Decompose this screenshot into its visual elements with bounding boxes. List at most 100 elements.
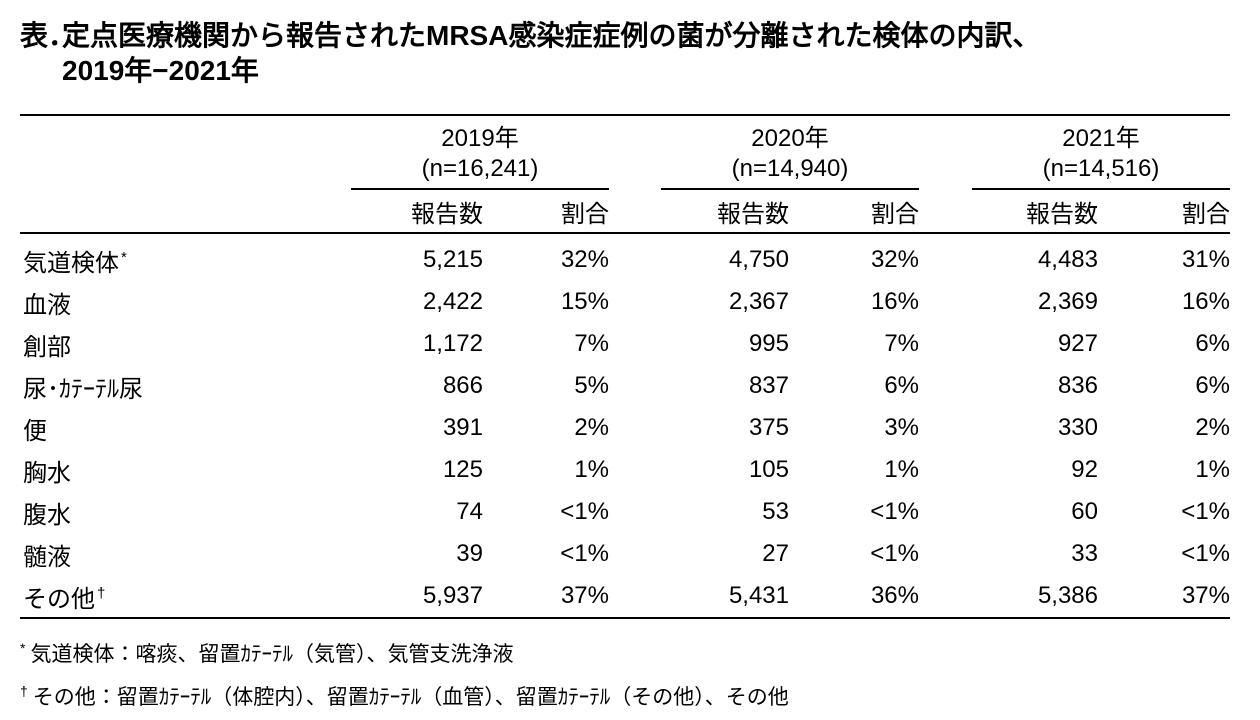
table-title: 表． 定点医療機関から報告されたMRSA感染症症例の菌が分離された検体の内訳、 … bbox=[20, 18, 1260, 88]
cell-share-2021: 6% bbox=[1195, 372, 1230, 399]
row-label: 血液 bbox=[23, 291, 71, 319]
cell-count-2021: 33 bbox=[1071, 540, 1098, 567]
subheader-count-2021: 報告数 bbox=[919, 190, 1098, 234]
row-label: 気道検体 bbox=[23, 249, 119, 277]
cell-share-2020: <1% bbox=[870, 498, 919, 525]
n-label-2021: (n=14,516) bbox=[1042, 155, 1160, 182]
cell-count-2019: 866 bbox=[442, 372, 483, 399]
footnote-airway: * 気道検体：喀痰、留置ｶﾃｰﾃﾙ（気管）、気管支洗浄液 bbox=[20, 641, 1260, 669]
subheader-count-2020: 報告数 bbox=[609, 190, 789, 234]
cell-share-2021: 16% bbox=[1181, 288, 1230, 315]
cell-share-2019: 5% bbox=[574, 372, 609, 399]
cell-count-2019: 5,937 bbox=[345, 575, 483, 619]
cell-count-2019: 1,172 bbox=[422, 330, 483, 357]
row-label: 髄液 bbox=[23, 543, 71, 571]
year-group-2021: 2021年 (n=14,516) bbox=[919, 115, 1230, 190]
cell-share-2020: 36% bbox=[789, 575, 919, 619]
cell-count-2019: 2,422 bbox=[422, 288, 483, 315]
year-group-2020: 2020年 (n=14,940) bbox=[609, 115, 919, 190]
dagger-marker: † bbox=[20, 683, 28, 699]
cell-count-2019: 125 bbox=[442, 456, 483, 483]
table-row-stool: 便 391 2% 375 3% 330 2% bbox=[20, 407, 1230, 449]
n-label-2020: (n=14,940) bbox=[731, 155, 849, 182]
cell-share-2019: 1% bbox=[574, 456, 609, 483]
table-row-wound: 創部 1,172 7% 995 7% 927 6% bbox=[20, 323, 1230, 365]
subheader-share-2019: 割合 bbox=[483, 190, 609, 234]
n-label-2019: (n=16,241) bbox=[421, 155, 539, 182]
table-title-line1: 定点医療機関から報告されたMRSA感染症症例の菌が分離された検体の内訳、 bbox=[62, 20, 1041, 51]
cell-count-2020: 995 bbox=[748, 330, 789, 357]
cell-share-2019: 15% bbox=[560, 288, 609, 315]
subheader-count-2019: 報告数 bbox=[345, 190, 483, 234]
table-row-urine: 尿･ｶﾃｰﾃﾙ尿 866 5% 837 6% 836 6% bbox=[20, 365, 1230, 407]
subheader-share-2021: 割合 bbox=[1098, 190, 1230, 234]
cell-count-2021: 5,386 bbox=[919, 575, 1098, 619]
cell-count-2019: 39 bbox=[456, 540, 483, 567]
cell-share-2019: <1% bbox=[560, 540, 609, 567]
row-label: 胸水 bbox=[23, 459, 71, 487]
footnotes: * 気道検体：喀痰、留置ｶﾃｰﾃﾙ（気管）、気管支洗浄液 † その他：留置ｶﾃｰﾃﾙ… bbox=[20, 641, 1260, 712]
cell-count-2020: 2,367 bbox=[728, 288, 789, 315]
cell-count-2019: 391 bbox=[442, 414, 483, 441]
cell-share-2020: 7% bbox=[884, 330, 919, 357]
subheader-row: 報告数 割合 報告数 割合 報告数 割合 bbox=[20, 190, 1230, 234]
cell-share-2021: <1% bbox=[1181, 498, 1230, 525]
cell-share-2020: <1% bbox=[870, 540, 919, 567]
subheader-share-2020: 割合 bbox=[789, 190, 919, 234]
table-row-other: その他 † 5,937 37% 5,431 36% 5,386 37% bbox=[20, 575, 1230, 619]
cell-share-2020: 16% bbox=[870, 288, 919, 315]
cell-share-2019: <1% bbox=[560, 498, 609, 525]
row-label: 創部 bbox=[23, 333, 71, 361]
cell-count-2020: 105 bbox=[748, 456, 789, 483]
year-header-row: 2019年 (n=16,241) 2020年 (n=14,940) 2021年 … bbox=[20, 115, 1230, 190]
cell-share-2019: 2% bbox=[574, 414, 609, 441]
cell-share-2020: 3% bbox=[884, 414, 919, 441]
cell-count-2019: 74 bbox=[456, 498, 483, 525]
cell-share-2021: 37% bbox=[1098, 575, 1230, 619]
cell-share-2019: 7% bbox=[574, 330, 609, 357]
year-label-2019: 2019年 bbox=[441, 125, 519, 152]
footnote-text: その他：留置ｶﾃｰﾃﾙ（体腔内）、留置ｶﾃｰﾃﾙ（血管）、留置ｶﾃｰﾃﾙ（その他… bbox=[32, 686, 789, 709]
asterisk-marker: * bbox=[20, 640, 26, 656]
cell-count-2021: 836 bbox=[1057, 372, 1098, 399]
cell-share-2021: 6% bbox=[1195, 330, 1230, 357]
table-row-blood: 血液 2,422 15% 2,367 16% 2,369 16% bbox=[20, 281, 1230, 323]
footnote-text: 気道検体：喀痰、留置ｶﾃｰﾃﾙ（気管）、気管支洗浄液 bbox=[30, 643, 514, 666]
cell-share-2021: <1% bbox=[1181, 540, 1230, 567]
year-label-2020: 2020年 bbox=[751, 125, 829, 152]
cell-count-2020: 375 bbox=[748, 414, 789, 441]
cell-count-2020: 27 bbox=[762, 540, 789, 567]
cell-share-2021: 2% bbox=[1195, 414, 1230, 441]
cell-share-2019: 37% bbox=[483, 575, 609, 619]
row-label: その他 bbox=[23, 585, 95, 613]
row-label: 腹水 bbox=[23, 501, 71, 529]
table-row-pleural-fluid: 胸水 125 1% 105 1% 92 1% bbox=[20, 449, 1230, 491]
table-row-spinal-fluid: 髄液 39 <1% 27 <1% 33 <1% bbox=[20, 533, 1230, 575]
cell-count-2021: 2,369 bbox=[1037, 288, 1098, 315]
year-label-2021: 2021年 bbox=[1062, 125, 1140, 152]
cell-count-2019: 5,215 bbox=[422, 246, 483, 273]
cell-count-2021: 60 bbox=[1071, 498, 1098, 525]
cell-count-2021: 4,483 bbox=[1037, 246, 1098, 273]
cell-share-2021: 31% bbox=[1181, 246, 1230, 273]
corner-blank-cell bbox=[20, 115, 345, 190]
table-title-prefix: 表． bbox=[20, 20, 77, 51]
cell-share-2021: 1% bbox=[1195, 456, 1230, 483]
table-title-line2: 2019年−2021年 bbox=[62, 55, 259, 86]
asterisk-marker: * bbox=[121, 248, 127, 266]
cell-count-2021: 92 bbox=[1071, 456, 1098, 483]
cell-count-2020: 4,750 bbox=[728, 246, 789, 273]
cell-count-2020: 53 bbox=[762, 498, 789, 525]
cell-share-2020: 6% bbox=[884, 372, 919, 399]
year-group-2019: 2019年 (n=16,241) bbox=[345, 115, 609, 190]
table-title-text: 定点医療機関から報告されたMRSA感染症症例の菌が分離された検体の内訳、 201… bbox=[62, 18, 1040, 88]
specimen-breakdown-table: 2019年 (n=16,241) 2020年 (n=14,940) 2021年 … bbox=[20, 114, 1230, 619]
dagger-marker: † bbox=[97, 584, 106, 602]
row-label: 便 bbox=[23, 417, 47, 445]
cell-count-2020: 837 bbox=[748, 372, 789, 399]
cell-share-2020: 32% bbox=[870, 246, 919, 273]
table-row-airway: 気道検体 * 5,215 32% 4,750 32% 4,483 31% bbox=[20, 233, 1230, 281]
table-row-ascites: 腹水 74 <1% 53 <1% 60 <1% bbox=[20, 491, 1230, 533]
subheader-blank bbox=[20, 190, 345, 234]
